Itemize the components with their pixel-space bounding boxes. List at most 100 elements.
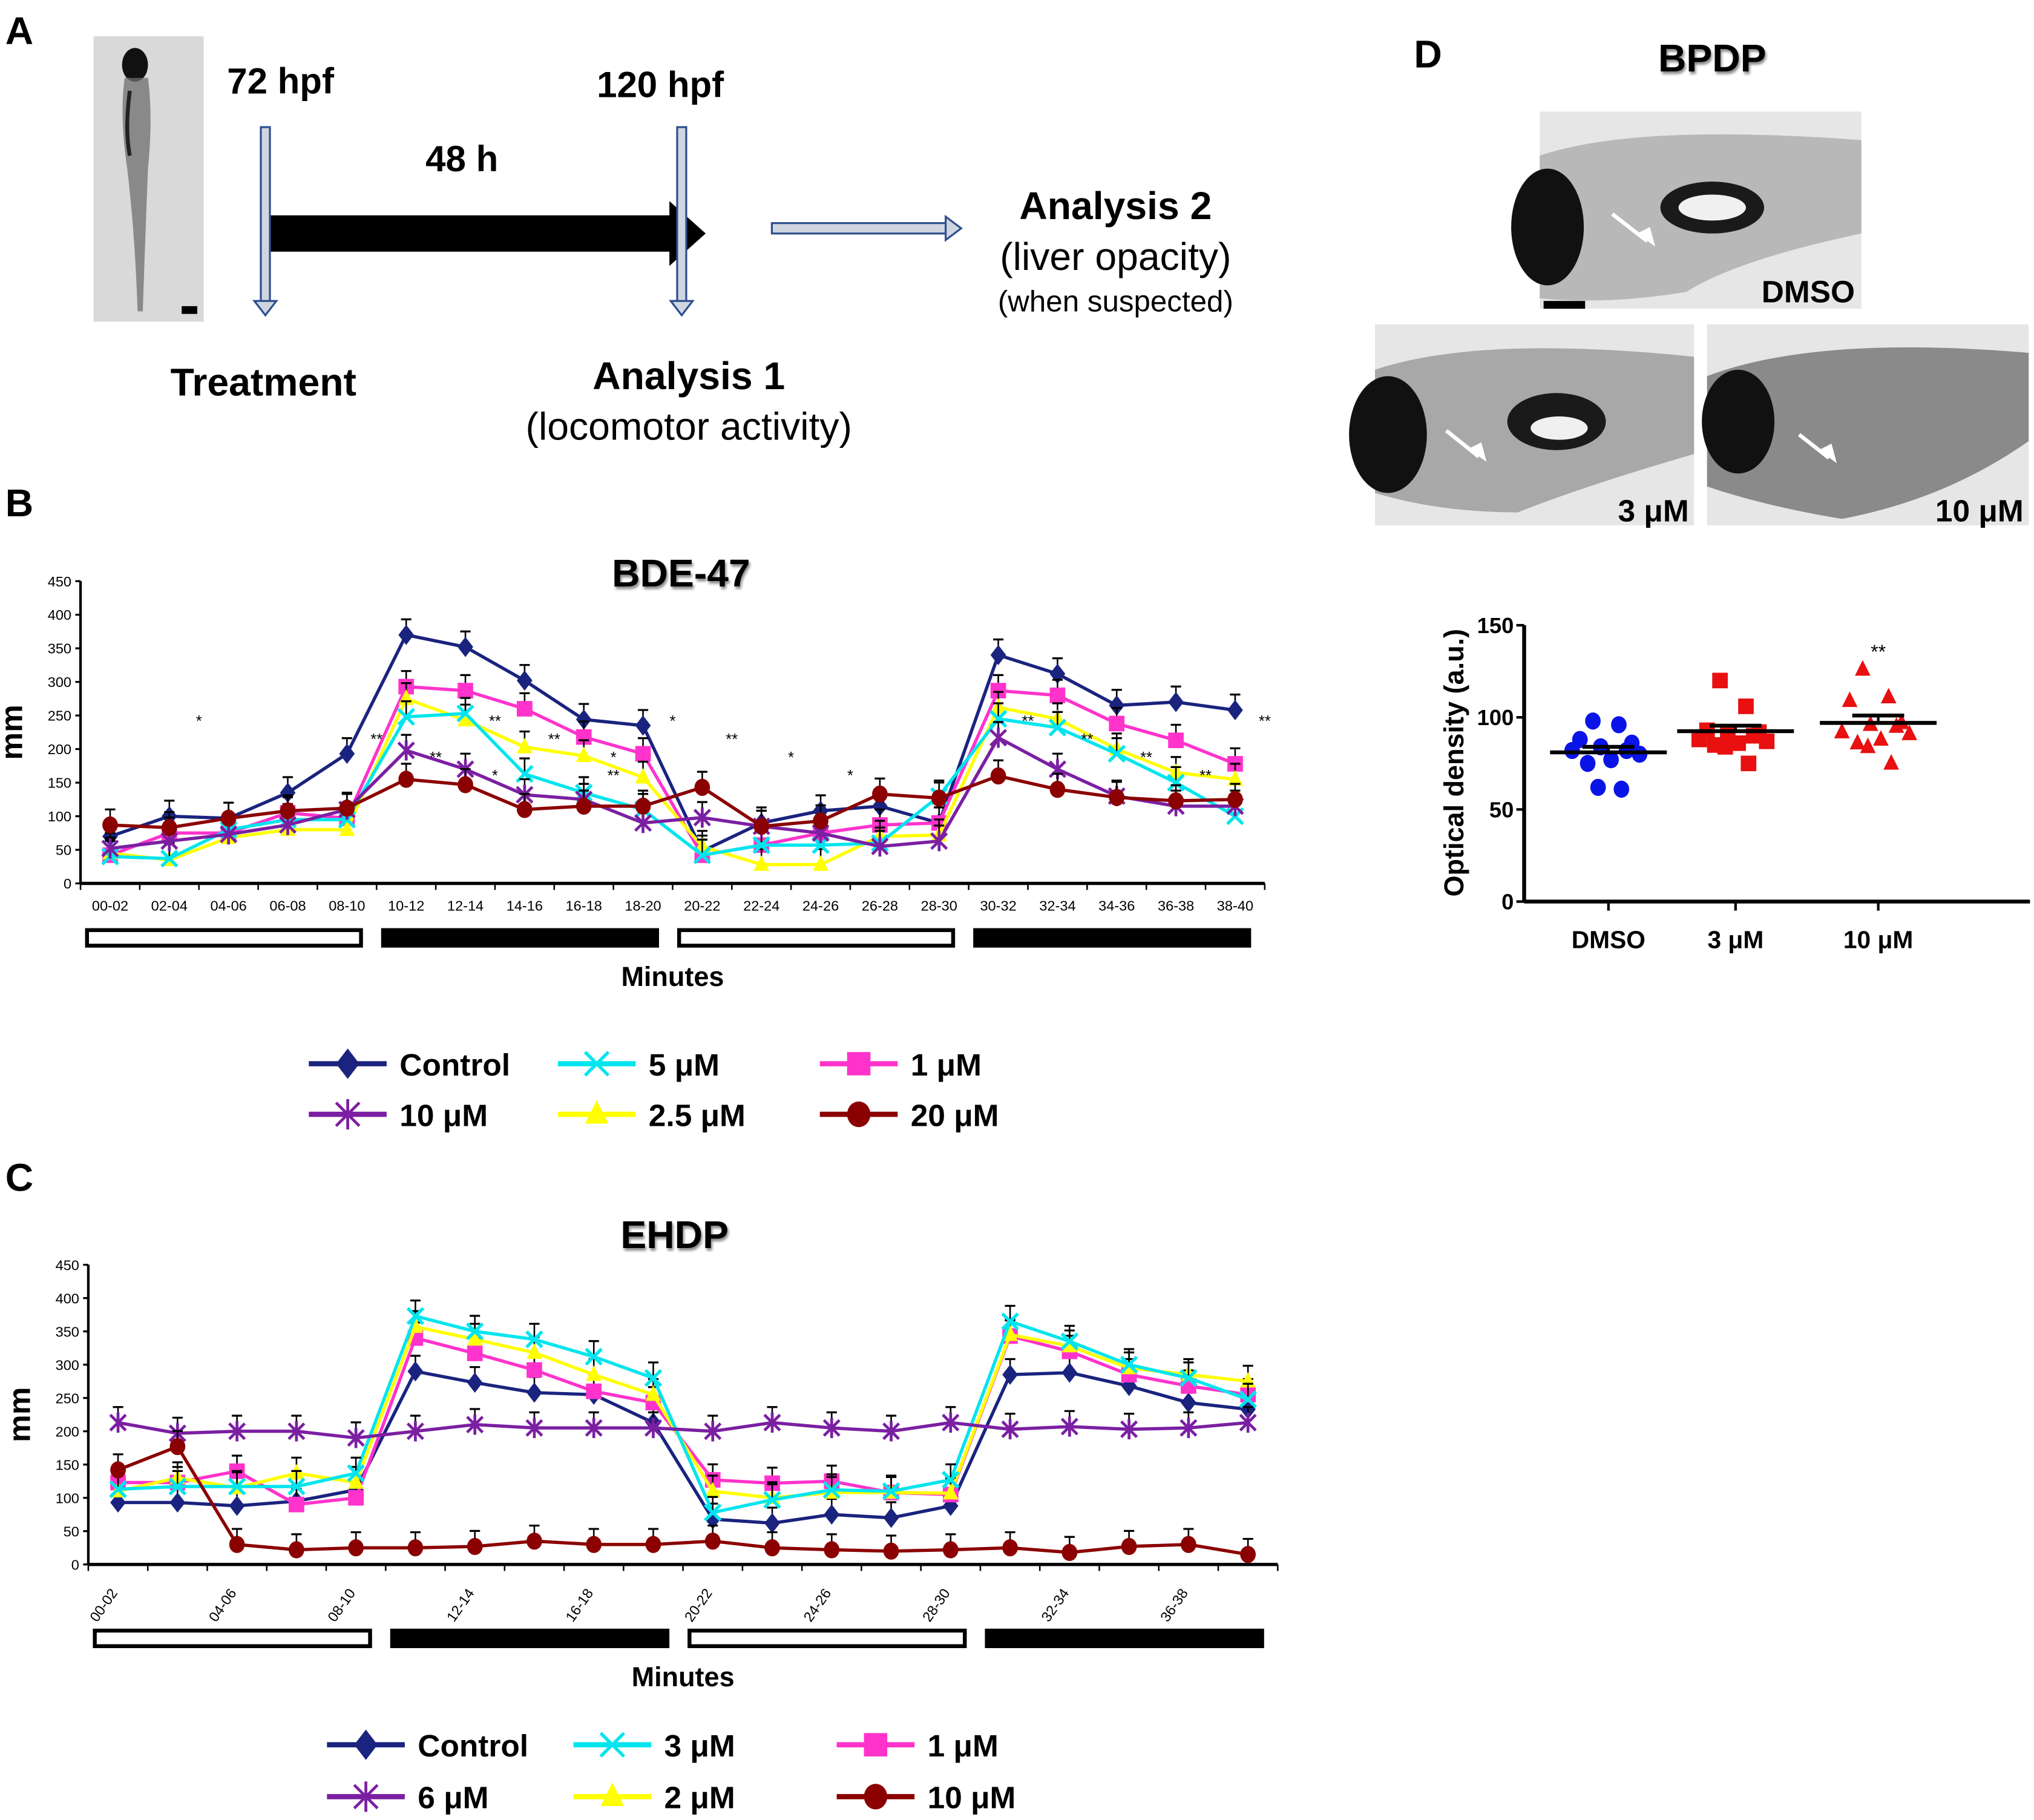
data-point: [527, 1343, 542, 1359]
data-point: [635, 797, 651, 815]
light-period-bar: [85, 928, 363, 948]
data-point: [339, 743, 355, 764]
data-point: [1001, 1419, 1019, 1440]
y-tick-label: 50: [1489, 797, 1514, 822]
data-point: [1109, 715, 1125, 732]
significance-mark: **: [1022, 713, 1034, 730]
x-tick-label: 24-26: [802, 898, 839, 914]
legend-item: Control: [327, 1728, 528, 1763]
y-tick-label: 0: [1501, 889, 1514, 914]
x-tick-label: 10-12: [388, 898, 424, 914]
data-point: [1049, 687, 1066, 703]
data-point: [813, 855, 828, 871]
analysis1-down-arrow: [668, 126, 695, 317]
data-point: [289, 1496, 304, 1513]
y-tick-label: 150: [48, 775, 71, 791]
data-point: [1120, 1419, 1138, 1440]
data-point: [348, 1490, 364, 1506]
light-period-bar: [93, 1628, 372, 1649]
panel-label-d: D: [1414, 32, 1442, 76]
scatter-point: [1580, 755, 1596, 772]
legend-marker: [864, 1733, 888, 1756]
data-point: [763, 1412, 781, 1433]
larva-photo-dmso: DMSO: [1511, 111, 1862, 309]
y-tick-label: 300: [48, 674, 71, 690]
data-point: [942, 1541, 959, 1559]
data-point: [931, 789, 947, 807]
data-point: [1240, 1546, 1256, 1563]
data-point: [989, 728, 1008, 748]
scatter-point: [1712, 672, 1728, 689]
analysis1-title: Analysis 1: [592, 354, 785, 398]
panel-label-a: A: [5, 9, 33, 53]
light-period-bar: [687, 1628, 967, 1649]
x-axis-label: Minutes: [632, 1661, 735, 1692]
data-point: [704, 1421, 722, 1442]
data-point: [220, 824, 238, 845]
data-point: [703, 1503, 722, 1522]
scatter-point: [1842, 691, 1858, 708]
series-2m: [110, 1310, 1256, 1505]
data-point: [1109, 695, 1125, 716]
data-point: [645, 1536, 661, 1553]
data-point: [348, 1473, 364, 1489]
data-point: [1061, 1543, 1078, 1562]
legend-marker: [354, 1729, 378, 1760]
data-point: [1181, 1392, 1196, 1413]
data-point: [102, 816, 118, 834]
y-tick-label: 200: [48, 741, 71, 757]
scatter-point: [1590, 778, 1606, 797]
data-point: [407, 1539, 424, 1557]
legend-marker: [599, 1732, 625, 1758]
data-point: [398, 770, 415, 788]
x-tick-label: 32-34: [1039, 898, 1075, 914]
data-point: [822, 1418, 841, 1438]
x-tick-label: 38-40: [1217, 898, 1253, 914]
data-point: [110, 1461, 126, 1479]
legend-item: 1 μM: [836, 1728, 999, 1763]
y-tick-label: 400: [56, 1290, 79, 1306]
analysis2-note: (when suspected): [998, 284, 1233, 318]
data-point: [525, 1330, 543, 1349]
time-start: 72 hpf: [227, 61, 335, 101]
y-tick-label: 200: [56, 1424, 79, 1439]
data-point: [764, 1539, 780, 1557]
x-axis-label: Minutes: [621, 961, 724, 992]
significance-mark: **: [1871, 641, 1886, 663]
data-point: [1239, 1390, 1257, 1408]
x-tick-label: 16-18: [562, 1586, 596, 1625]
data-point: [465, 1322, 484, 1341]
y-tick-label: 50: [64, 1523, 79, 1539]
data-point: [645, 1385, 661, 1401]
series-20m: [102, 759, 1243, 836]
legend-marker: [864, 1784, 888, 1810]
data-point: [397, 708, 415, 726]
significance-mark: *: [847, 767, 853, 784]
data-point: [693, 846, 712, 864]
analysis2-subtitle: (liver opacity): [1000, 235, 1231, 278]
legend-marker: [847, 1052, 871, 1076]
dark-period-bar: [381, 928, 659, 948]
data-point: [704, 1482, 721, 1498]
data-point: [229, 1496, 245, 1516]
x-tick-label: 14-16: [507, 898, 543, 914]
data-point: [168, 1477, 187, 1496]
data-point: [1002, 1325, 1018, 1341]
legend: Control 1 μM 2 μM 3 μM 6 μM 10 μM: [327, 1728, 1015, 1815]
data-point: [883, 1508, 899, 1528]
data-point: [467, 1372, 483, 1393]
data-point: [586, 1383, 602, 1399]
series-line: [110, 774, 1236, 830]
data-point: [397, 740, 415, 761]
significance-mark: *: [611, 749, 617, 766]
data-point: [1227, 790, 1243, 808]
data-point: [764, 1513, 780, 1534]
legend-item: Control: [309, 1047, 510, 1082]
data-point: [347, 1464, 365, 1482]
scatter-group-0: [1550, 712, 1667, 798]
x-tick-label: 18-20: [625, 898, 661, 914]
data-point: [990, 767, 1006, 785]
x-tick-label: 36-38: [1158, 898, 1194, 914]
scatter-point: [1759, 733, 1775, 749]
data-point: [1002, 1539, 1018, 1557]
